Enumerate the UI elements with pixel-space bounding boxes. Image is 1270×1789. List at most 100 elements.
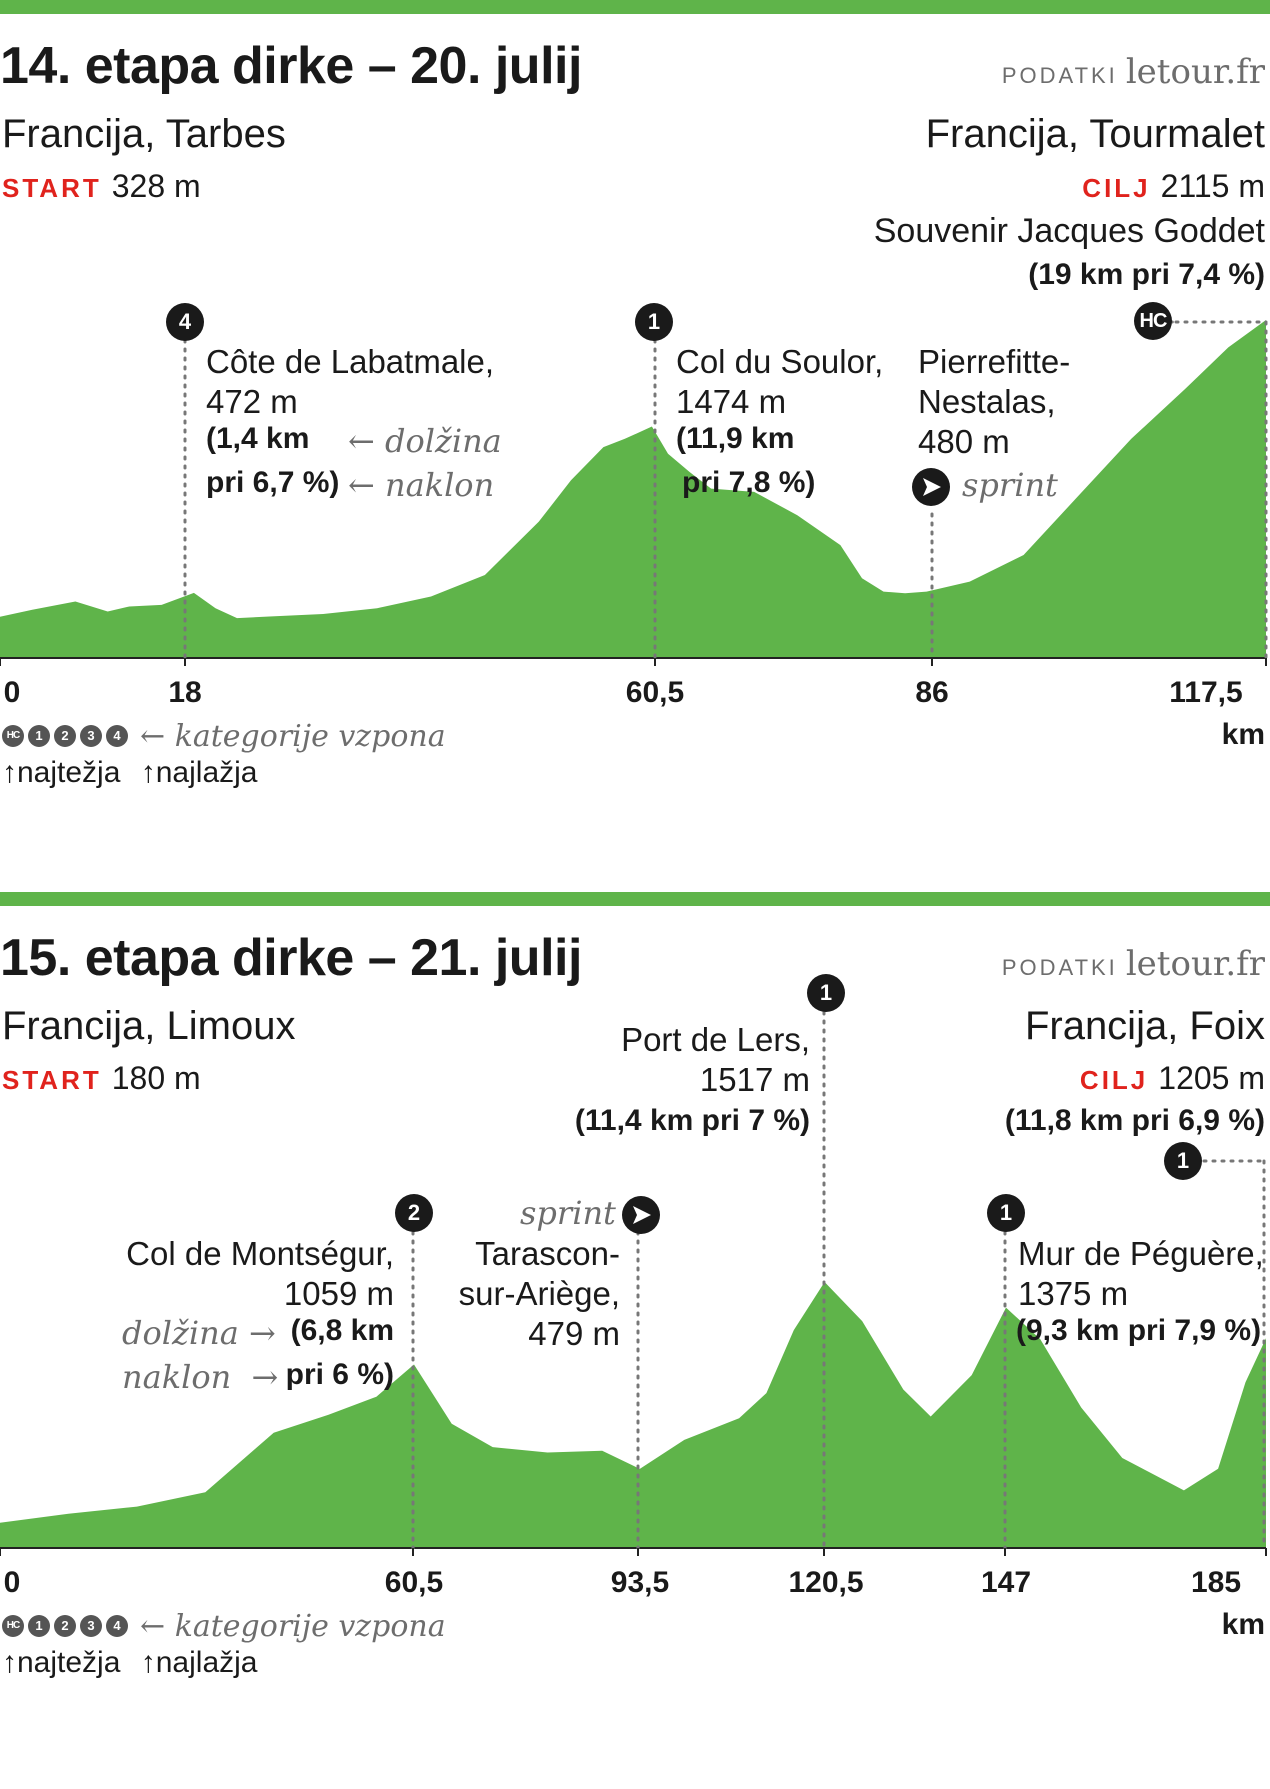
length-hint: dolžina → bbox=[122, 1314, 276, 1352]
climb-gradient: pri 6,7 %) bbox=[206, 466, 340, 499]
stage15-start-place: Francija, Limoux bbox=[2, 1004, 296, 1048]
stage15-finish-alt: CILJ 1205 m bbox=[1080, 1060, 1265, 1097]
x-unit: km bbox=[1221, 718, 1265, 751]
stage14-source[interactable]: PODATKI letour.fr bbox=[1002, 52, 1265, 92]
arrow-up-icon: ↑ bbox=[2, 1646, 17, 1679]
climb-length: (1,4 km bbox=[206, 422, 310, 455]
arrow-right-icon: → bbox=[231, 1358, 279, 1396]
elevation-area bbox=[0, 320, 1266, 658]
elevation-area bbox=[0, 1282, 1266, 1548]
legend-cat-icon: 1 bbox=[28, 725, 50, 748]
category-hc-badge: HC bbox=[1134, 302, 1172, 340]
category-1-badge: 1 bbox=[635, 303, 673, 341]
climb-name: Port de Lers, bbox=[621, 1021, 810, 1058]
stage14-title: 14. etapa dirke – 20. julij bbox=[0, 37, 582, 95]
finish-alt-value: 1205 m bbox=[1158, 1060, 1265, 1096]
legend-hardest-easiest: ↑najtežja ↑najlažja bbox=[2, 756, 257, 790]
x-tick-label: 60,5 bbox=[625, 676, 685, 709]
legend-hardest: najtežja bbox=[17, 1646, 121, 1679]
climb-alt: 1375 m bbox=[1018, 1275, 1129, 1312]
arrow-right-icon: → bbox=[238, 1314, 276, 1352]
stage15-profile-chart bbox=[0, 1010, 1267, 1556]
gradient-hint: ← naklon bbox=[348, 466, 494, 504]
legend-hc-icon: HC bbox=[2, 1615, 24, 1638]
sprint-alt: 480 m bbox=[918, 423, 1010, 460]
finish-tag: CILJ bbox=[1079, 1065, 1149, 1095]
x-tick-label: 0 bbox=[3, 676, 21, 709]
legend-cat-icon: 2 bbox=[54, 725, 76, 748]
stage14-top-bar bbox=[0, 0, 1270, 14]
legend-cat-icon: 3 bbox=[80, 725, 102, 748]
arrow-up-icon: ↑ bbox=[140, 756, 156, 789]
legend-cat-icon: 1 bbox=[28, 1615, 50, 1638]
sprint-label: sprint bbox=[962, 466, 1058, 504]
stage15-finish-place: Francija, Foix bbox=[1024, 1004, 1265, 1048]
gradient-hint: naklon → bbox=[122, 1358, 278, 1396]
legend-hardest-easiest: ↑najtežja ↑najlažja bbox=[2, 1646, 257, 1680]
stage15-start-alt: START 180 m bbox=[2, 1060, 201, 1097]
category-legend: HC 1 2 3 4 ← kategorije vzpona bbox=[2, 718, 446, 754]
gradient-hint-text: naklon bbox=[122, 1358, 232, 1396]
stage15-finish-climb: (11,8 km pri 6,9 %) bbox=[1004, 1104, 1265, 1137]
category-4-badge: 4 bbox=[166, 303, 204, 341]
legend-easiest: najlažja bbox=[155, 756, 258, 789]
length-hint: ← dolžina bbox=[348, 422, 502, 460]
sprint-icon bbox=[912, 468, 950, 506]
x-tick-label: 93,5 bbox=[610, 1566, 670, 1599]
sprint-alt: 479 m bbox=[528, 1315, 620, 1352]
arrow-up-icon: ↑ bbox=[140, 1646, 156, 1679]
sprint-name: Pierrefitte- bbox=[918, 343, 1071, 380]
legend-text: ← kategorije vzpona bbox=[140, 718, 446, 754]
legend-text: ← kategorije vzpona bbox=[140, 1608, 446, 1644]
stage14-start-place: Francija, Tarbes bbox=[2, 112, 286, 156]
source-label: PODATKI bbox=[1001, 955, 1118, 980]
climb-gradient: pri 7,8 %) bbox=[682, 466, 816, 499]
start-alt-value: 328 m bbox=[111, 168, 201, 204]
climb-length: (6,8 km bbox=[290, 1314, 394, 1347]
climb-name: Col de Montségur, bbox=[126, 1235, 394, 1272]
climb-alt: 1059 m bbox=[283, 1275, 394, 1312]
stage14-start-alt: START 328 m bbox=[2, 168, 201, 205]
x-tick-label: 117,5 bbox=[1169, 676, 1243, 709]
legend-hardest: najtežja bbox=[17, 756, 121, 789]
x-tick-label: 147 bbox=[980, 1566, 1032, 1599]
x-tick-label: 86 bbox=[915, 676, 949, 709]
climb-alt: 1474 m bbox=[676, 383, 787, 420]
climb-gradient: pri 6 %) bbox=[285, 1358, 394, 1391]
finish-tag: CILJ bbox=[1082, 173, 1151, 203]
start-alt-value: 180 m bbox=[111, 1060, 201, 1096]
stage14-finish-alt: CILJ 2115 m bbox=[1082, 168, 1265, 205]
climb-name: Mur de Péguère, bbox=[1018, 1235, 1264, 1272]
category-2-badge: 2 bbox=[395, 1194, 433, 1232]
stage14-finish-sub: Souvenir Jacques Goddet bbox=[873, 212, 1265, 250]
gradient-hint-text: naklon bbox=[384, 466, 495, 504]
category-1-badge: 1 bbox=[1164, 1142, 1202, 1180]
sprint-name: Tarascon- bbox=[475, 1235, 620, 1272]
category-1-badge: 1 bbox=[987, 1194, 1025, 1232]
stage15-source[interactable]: PODATKI letour.fr bbox=[1002, 944, 1265, 984]
climb-alt: 1517 m bbox=[699, 1061, 810, 1098]
climb-name: Col du Soulor, bbox=[676, 343, 884, 380]
legend-cat-icon: 3 bbox=[80, 1615, 102, 1638]
sprint-name: Nestalas, bbox=[918, 383, 1056, 420]
x-tick-label: 185 bbox=[1190, 1566, 1242, 1599]
start-tag: START bbox=[2, 173, 102, 203]
arrow-up-icon: ↑ bbox=[2, 756, 17, 789]
source-link[interactable]: letour.fr bbox=[1125, 944, 1265, 984]
finish-alt-value: 2115 m bbox=[1160, 168, 1265, 204]
stage14-profile-chart bbox=[0, 320, 1268, 666]
arrow-left-icon: ← bbox=[348, 422, 385, 460]
stage15-top-bar bbox=[0, 892, 1270, 906]
source-label: PODATKI bbox=[1001, 63, 1118, 88]
start-tag: START bbox=[2, 1065, 102, 1095]
legend-cat-icon: 2 bbox=[54, 1615, 76, 1638]
source-link[interactable]: letour.fr bbox=[1125, 52, 1265, 92]
legend-hc-icon: HC bbox=[2, 725, 24, 748]
length-hint-text: dolžina bbox=[122, 1314, 239, 1352]
climb-length-gradient: (11,4 km pri 7 %) bbox=[574, 1104, 810, 1137]
category-1-badge: 1 bbox=[807, 974, 845, 1012]
legend-cat-icon: 4 bbox=[106, 725, 128, 748]
sprint-name: sur-Ariège, bbox=[458, 1275, 620, 1312]
stage15-title: 15. etapa dirke – 21. julij bbox=[0, 929, 582, 987]
climb-length-gradient: (9,3 km pri 7,9 %) bbox=[1016, 1314, 1262, 1347]
